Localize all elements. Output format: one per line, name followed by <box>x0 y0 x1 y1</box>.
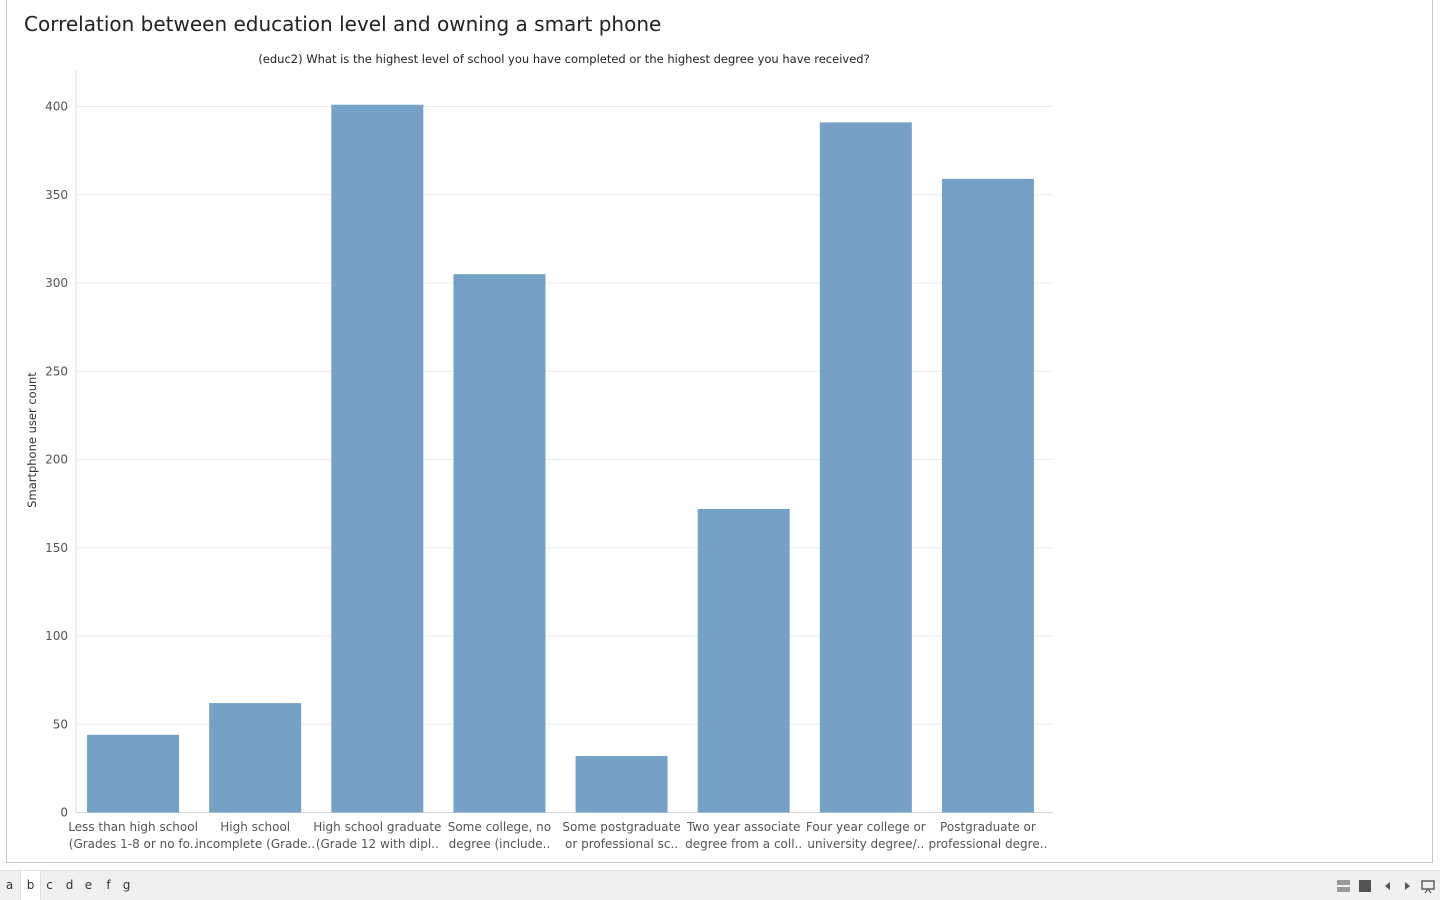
x-tick-label: incomplete (Grade.. <box>195 837 315 851</box>
y-tick-label: 250 <box>45 364 68 378</box>
sheet-tab-c[interactable]: c <box>46 878 53 892</box>
y-tick-label: 50 <box>53 717 68 731</box>
bar <box>453 274 546 813</box>
x-tick-label: Postgraduate or <box>940 820 1036 834</box>
x-tick-label: Some postgraduate <box>562 820 680 834</box>
bar <box>87 734 180 813</box>
grid-view-icon[interactable] <box>1337 880 1350 892</box>
x-tick-label: (Grades 1-8 or no fo.. <box>69 837 198 851</box>
chart-subtitle: (educ2) What is the highest level of sch… <box>258 52 869 66</box>
y-tick-label: 200 <box>45 453 68 467</box>
bar <box>697 508 790 813</box>
sheet-tab-d[interactable]: d <box>65 878 74 892</box>
x-tick-label: Two year associate <box>686 820 800 834</box>
x-tick-label: High school graduate <box>313 820 441 834</box>
bar <box>941 178 1034 813</box>
x-tick-label: university degree/.. <box>807 837 924 851</box>
bar <box>209 703 302 813</box>
x-tick-label: Some college, no <box>448 820 551 834</box>
y-tick-label: 0 <box>60 806 68 820</box>
x-tick-label: (Grade 12 with dipl.. <box>316 837 439 851</box>
dashboard-frame: Correlation between education level and … <box>6 0 1433 863</box>
y-tick-label: 100 <box>45 629 68 643</box>
x-tick-label: Less than high school <box>68 820 198 834</box>
x-tick-label: professional degre.. <box>929 837 1048 851</box>
y-axis-label: Smartphone user count <box>25 372 39 508</box>
y-tick-label: 400 <box>45 100 68 114</box>
presentation-icon[interactable] <box>1421 880 1435 893</box>
y-tick-label: 350 <box>45 188 68 202</box>
prev-icon[interactable] <box>1384 880 1391 892</box>
x-tick-label: Four year college or <box>806 820 926 834</box>
chart-title: Correlation between education level and … <box>24 12 662 36</box>
bar-chart: (educ2) What is the highest level of sch… <box>25 52 1053 851</box>
y-tick-label: 150 <box>45 541 68 555</box>
x-tick-label: or professional sc.. <box>565 837 678 851</box>
x-tick-label: degree from a coll.. <box>685 837 802 851</box>
bar <box>575 756 668 813</box>
sheet-tab-g[interactable]: g <box>122 878 131 892</box>
sheet-tab-a[interactable]: a <box>5 878 14 892</box>
bar <box>331 104 424 813</box>
sheet-tab-e[interactable]: e <box>84 878 93 892</box>
sheet-tab-f[interactable]: f <box>106 878 111 892</box>
stop-icon[interactable] <box>1359 880 1371 892</box>
sheet-tab-b[interactable]: b <box>20 871 41 900</box>
x-tick-label: High school <box>220 820 290 834</box>
x-tick-label: degree (include.. <box>449 837 551 851</box>
y-tick-label: 300 <box>45 276 68 290</box>
next-icon[interactable] <box>1404 880 1411 892</box>
bar <box>819 122 912 813</box>
